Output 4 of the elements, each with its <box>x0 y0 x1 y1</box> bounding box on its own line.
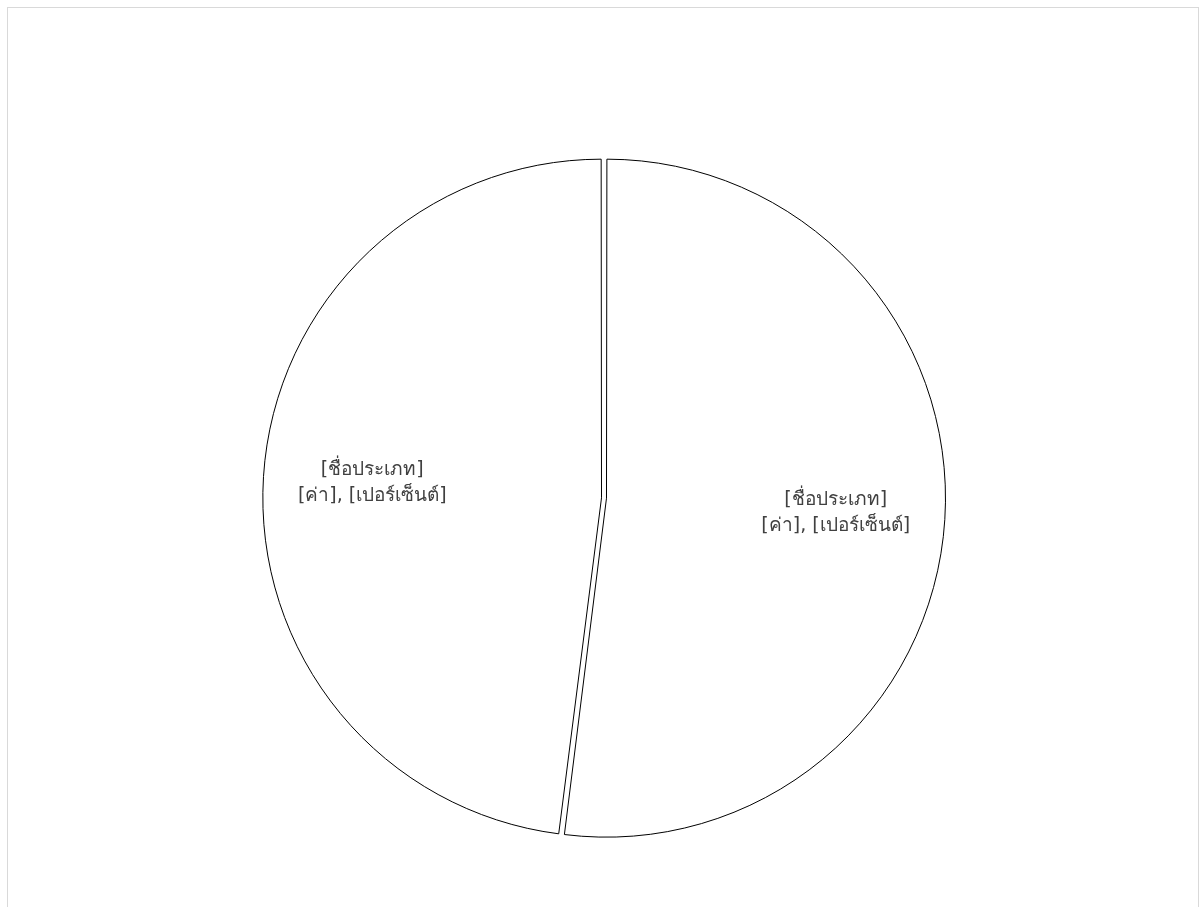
slice-label: [ชื่อประเภท] <box>784 484 888 509</box>
slice-label: [ชื่อประเภท] <box>320 455 424 480</box>
data-label: [ค่า], [เปอร์เซ็นต์] <box>761 511 911 535</box>
data-label: [ค่า], [เปอร์เซ็นต์] <box>297 482 447 506</box>
